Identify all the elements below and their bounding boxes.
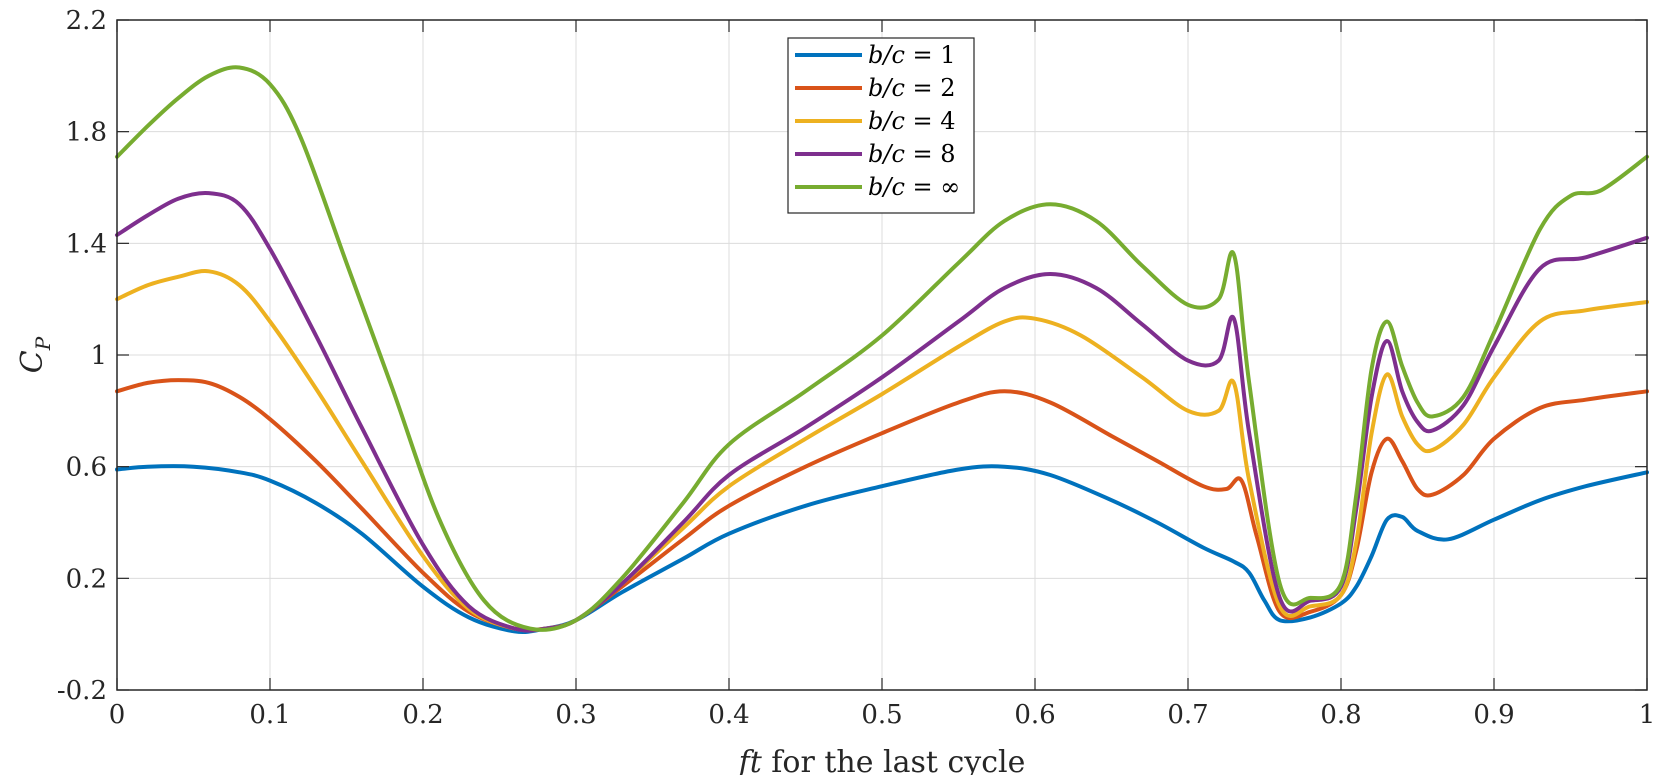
y-tick-label: 0.6 [66, 453, 107, 483]
x-tick-label: 0.5 [861, 700, 902, 730]
legend-entry-3: b/c = 4 [868, 107, 956, 135]
y-tick-label: 0.2 [66, 564, 107, 594]
y-tick-label: 1.8 [66, 118, 107, 148]
series-line-4 [115, 190, 1649, 633]
tick-labels: 0 0.1 0.2 0.3 0.4 0.5 0.6 0.7 0.8 0.9 1 -0.2 0.2 0.6 1… [57, 6, 1655, 730]
x-tick-label: 0.3 [555, 700, 596, 730]
x-tick-label: 1 [1639, 700, 1656, 730]
x-axis-title: ft for the last cycle [737, 745, 1026, 775]
x-tick-label: 0.6 [1014, 700, 1055, 730]
legend-entry-5: b/c = ∞ [868, 173, 960, 201]
legend-entry-1: b/c = 1 [868, 41, 956, 69]
series-lines [115, 65, 1649, 634]
x-tick-label: 0.4 [708, 700, 749, 730]
y-tick-label: 1.4 [66, 229, 107, 259]
series-line-2 [115, 378, 1649, 633]
y-tick-label: -0.2 [57, 676, 107, 706]
legend-box [787, 37, 975, 214]
y-tick-label: 1 [90, 341, 107, 371]
x-tick-label: 0.9 [1473, 700, 1514, 730]
y-axis-title: CP [15, 336, 55, 373]
x-tick-label: 0 [109, 700, 126, 730]
series-line-1 [115, 464, 1649, 634]
legend-entry-2: b/c = 2 [868, 74, 956, 102]
y-tick-label: 2.2 [66, 6, 107, 36]
x-tick-label: 0.8 [1320, 700, 1361, 730]
ticks [116, 19, 1648, 691]
legend-entry-4: b/c = 8 [868, 140, 956, 168]
series-line-3 [115, 269, 1649, 633]
x-tick-label: 0.2 [402, 700, 443, 730]
x-tick-label: 0.7 [1167, 700, 1208, 730]
legend: b/c = 1 b/c = 2 b/c = 4 b/c = 8 b/c = ∞ [787, 37, 975, 214]
series-line-5 [115, 65, 1649, 632]
x-tick-label: 0.1 [249, 700, 290, 730]
